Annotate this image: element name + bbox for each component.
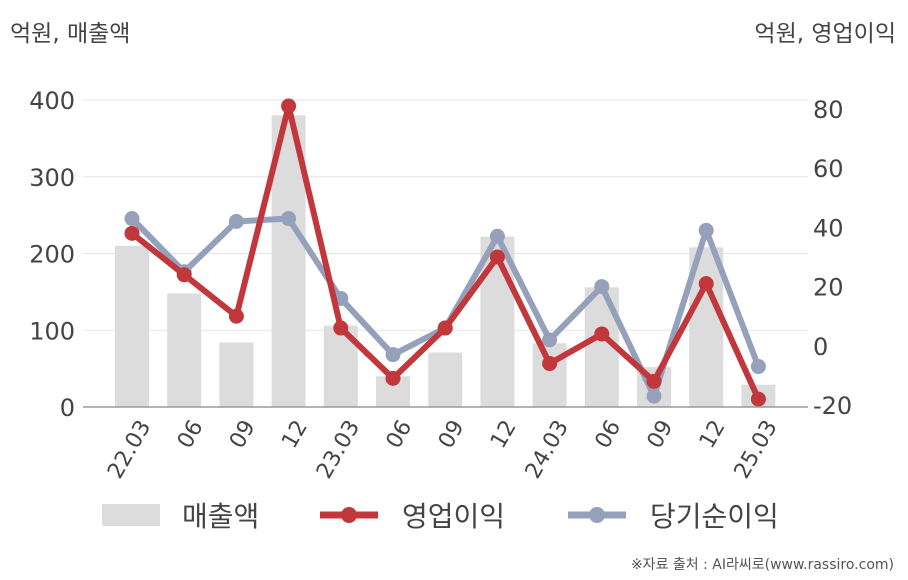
net-income-point: [750, 359, 766, 375]
right-tick-label: 80: [813, 96, 844, 124]
net-income-point: [228, 213, 244, 229]
left-tick-label: 200: [29, 241, 75, 269]
left-tick-label: 0: [60, 394, 75, 422]
x-tick-label: 06: [382, 416, 418, 453]
operating-profit-point: [124, 225, 140, 241]
operating-profit-point: [646, 373, 662, 389]
x-tick-label: 06: [173, 416, 209, 453]
left-tick-label: 400: [29, 87, 75, 115]
x-tick-label: 09: [225, 416, 261, 453]
net-income-point: [385, 347, 401, 363]
operating-profit-point: [542, 356, 558, 372]
x-tick-label: 12: [486, 416, 522, 453]
x-tick-label: 24.03: [521, 416, 574, 483]
legend-swatch-operating: [320, 507, 378, 523]
operating-profit-point: [437, 320, 453, 336]
legend-label-net: 당기순이익: [650, 500, 779, 533]
revenue-bar: [167, 293, 202, 407]
operating-profit-point: [698, 276, 714, 292]
right-tick-label: -20: [813, 392, 852, 420]
revenue-bar: [115, 245, 149, 407]
operating-profit-point: [489, 249, 505, 265]
net-income-point: [489, 228, 505, 244]
left-tick-label: 300: [29, 164, 75, 192]
revenue-bar: [428, 352, 463, 407]
right-tick-label: 0: [813, 333, 828, 361]
operating-profit-point: [281, 98, 297, 114]
net-income-point: [646, 388, 662, 404]
legend-item-operating: 영업이익: [318, 490, 505, 540]
operating-profit-point: [176, 267, 192, 283]
operating-profit-point: [228, 308, 244, 324]
revenue-bar: [532, 343, 567, 407]
left-axis-unit: 억원, 매출액: [10, 21, 131, 47]
net-income-point: [124, 211, 140, 227]
net-income-point: [698, 222, 714, 238]
net-income-point: [281, 211, 297, 227]
x-tick-label: 12: [277, 416, 313, 453]
operating-profit-point: [385, 370, 401, 386]
operating-profit-point: [750, 391, 766, 407]
net-income-point: [542, 332, 558, 348]
right-tick-label: 60: [813, 155, 844, 183]
legend-label-revenue: 매출액: [182, 500, 260, 533]
right-tick-label: 20: [813, 274, 844, 302]
legend-swatch-revenue: [102, 504, 160, 526]
x-tick-label: 06: [591, 416, 627, 453]
legend-swatch-net: [568, 507, 626, 523]
x-tick-label: 09: [434, 416, 470, 453]
x-tick-label: 12: [695, 416, 731, 453]
profit-lines: [124, 98, 766, 407]
legend-label-operating: 영업이익: [402, 500, 506, 533]
right-tick-label: 40: [813, 214, 844, 242]
operating-profit-point: [594, 326, 610, 342]
right-axis-unit: 억원, 영업이익: [754, 21, 896, 47]
net-income-point: [594, 279, 610, 295]
legend: 매출액 영업이익 당기순이익: [0, 490, 908, 540]
legend-item-revenue: 매출액: [102, 490, 259, 540]
x-tick-label: 09: [643, 416, 679, 453]
left-tick-label: 100: [29, 317, 75, 345]
legend-item-net: 당기순이익: [566, 490, 779, 540]
source-note: ※자료 출처 : AI라씨로(www.rassiro.com): [630, 557, 894, 573]
x-tick-label: 25.03: [730, 416, 783, 483]
operating-profit-point: [333, 320, 349, 336]
revenue-bars: [115, 115, 776, 407]
revenue-bar: [219, 342, 254, 407]
x-tick-label: 23.03: [312, 416, 365, 483]
x-tick-label: 22.03: [103, 416, 156, 483]
